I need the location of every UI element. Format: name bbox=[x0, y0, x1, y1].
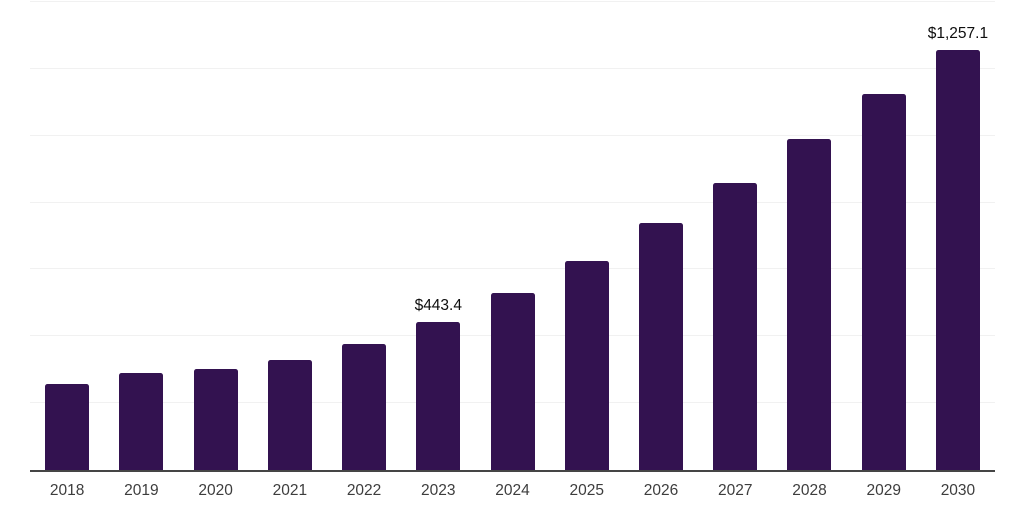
bar-column-2018 bbox=[30, 2, 104, 470]
bar-column-2030: $1,257.1 bbox=[921, 2, 995, 470]
bar-column-2028 bbox=[772, 2, 846, 470]
bar-2029 bbox=[861, 93, 906, 470]
bar-2022 bbox=[342, 343, 387, 470]
x-axis-line bbox=[30, 470, 995, 472]
bar-2021 bbox=[267, 359, 312, 470]
bar-column-2029 bbox=[847, 2, 921, 470]
gridline-600 bbox=[30, 268, 995, 270]
bar-2018 bbox=[45, 384, 90, 470]
bar-column-2024 bbox=[475, 2, 549, 470]
x-tick-label-2024: 2024 bbox=[495, 482, 530, 499]
bar-column-2020 bbox=[178, 2, 252, 470]
x-tick-label-2023: 2023 bbox=[421, 482, 456, 499]
gridline-1000 bbox=[30, 134, 995, 136]
x-tick-label-2019: 2019 bbox=[124, 482, 159, 499]
x-tick-label-2018: 2018 bbox=[49, 482, 85, 499]
x-tick-label-2026: 2026 bbox=[643, 482, 679, 499]
bar-2020 bbox=[193, 368, 238, 470]
plot-area: $443.4 $1,257.1 bbox=[30, 1, 995, 472]
bar-column-2023: $443.4 bbox=[401, 2, 475, 470]
bar-2025 bbox=[564, 260, 609, 470]
x-tick-label-2021: 2021 bbox=[272, 482, 308, 499]
gridline-800 bbox=[30, 201, 995, 203]
x-axis-labels: 2018 2019 2020 2021 2022 2023 2024 2025 2026 2027… bbox=[30, 480, 995, 502]
gridline-1400 bbox=[30, 1, 995, 2]
x-tick-label-2028: 2028 bbox=[792, 482, 827, 499]
bar-2023 bbox=[416, 321, 461, 470]
bar-2019 bbox=[119, 372, 164, 470]
bar-2026 bbox=[638, 222, 683, 470]
bar-column-2021 bbox=[253, 2, 327, 470]
x-tick-label-2022: 2022 bbox=[346, 482, 382, 499]
bar-2024 bbox=[490, 292, 535, 470]
bar-column-2027 bbox=[698, 2, 772, 470]
value-label-2030: $1,257.1 bbox=[927, 24, 989, 42]
bar-column-2019 bbox=[104, 2, 178, 470]
gridline-1200 bbox=[30, 67, 995, 69]
bar-2027 bbox=[713, 182, 758, 470]
value-label-2023: $443.4 bbox=[414, 296, 462, 314]
bar-2028 bbox=[787, 138, 832, 470]
bar-column-2026 bbox=[624, 2, 698, 470]
bar-2030 bbox=[935, 49, 980, 470]
bar-column-2022 bbox=[327, 2, 401, 470]
bar-columns: $443.4 $1,257.1 bbox=[30, 2, 995, 470]
x-tick-label-2020: 2020 bbox=[198, 482, 233, 499]
bar-column-2025 bbox=[550, 2, 624, 470]
x-tick-label-2029: 2029 bbox=[866, 482, 901, 499]
x-tick-label-2027: 2027 bbox=[717, 482, 753, 499]
x-tick-label-2030: 2030 bbox=[940, 482, 976, 499]
x-tick-label-2025: 2025 bbox=[569, 482, 604, 499]
